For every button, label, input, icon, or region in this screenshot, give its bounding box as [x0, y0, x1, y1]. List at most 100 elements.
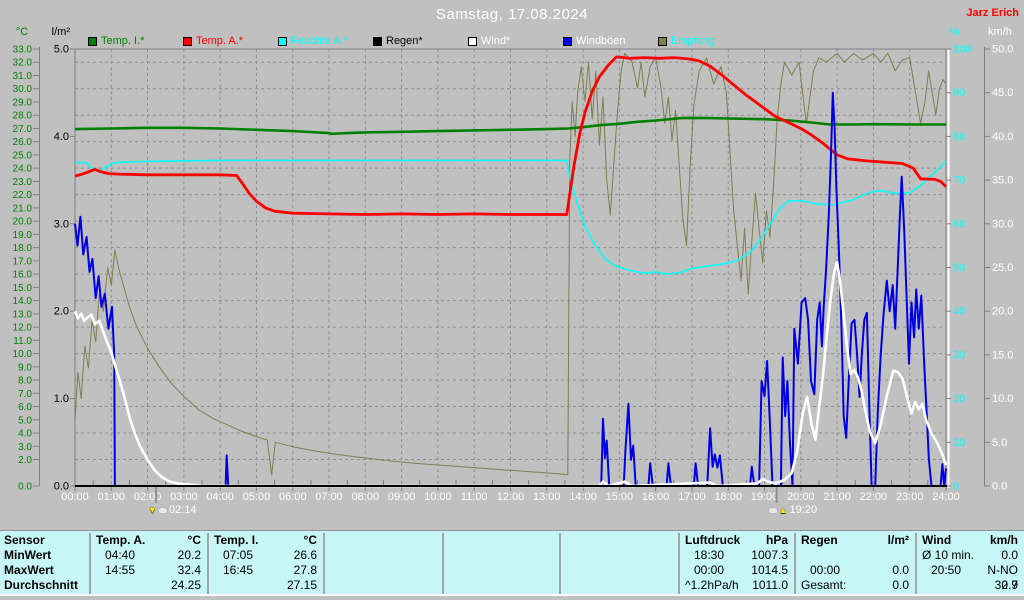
table-row: 2.9	[917, 578, 1024, 593]
axis-title-celsius: °C	[15, 26, 29, 38]
x-axis-label: 10:00	[424, 491, 452, 503]
axis-tick-label: 9.0	[18, 362, 32, 373]
series-temp-aussen	[74, 55, 947, 216]
table-cell	[561, 578, 566, 593]
table-row: Temp. A. °C	[91, 533, 207, 548]
axis-tick-label: 5.0	[54, 44, 69, 56]
table-cell: ^1.2hPa/h	[685, 578, 739, 592]
table-cell: 1007.3	[751, 548, 788, 562]
table-cell: Temp. I.	[214, 533, 259, 547]
legend-item: Wind*	[468, 36, 510, 47]
table-cell: hPa	[765, 533, 788, 547]
axis-tick-label: 23.0	[13, 177, 33, 188]
axis-tick-label: 14.0	[13, 296, 33, 307]
axis-tick-label: 28.0	[13, 111, 33, 122]
table-cell	[209, 578, 214, 593]
legend-item: Empfang	[658, 36, 715, 47]
axis-tick-label: 15.0	[992, 349, 1013, 361]
table-cell	[444, 563, 449, 578]
axis-tick-label: 6.0	[18, 402, 32, 413]
table-column	[559, 533, 678, 594]
legend-item: Feuchte A.*	[278, 36, 348, 47]
x-axis-label: 09:00	[388, 491, 416, 503]
table-row	[561, 533, 678, 548]
axis-tick-label: 60	[953, 218, 965, 230]
series-windboeen	[74, 91, 947, 487]
axis-tick-label: 25.0	[13, 150, 33, 161]
legend-swatch	[88, 37, 97, 46]
legend-swatch	[658, 37, 667, 46]
x-axis-label: 00:00	[61, 491, 89, 503]
table-row: 04:40 20.2	[91, 548, 207, 563]
axis-tick-label: 33.0	[13, 45, 33, 56]
x-axis-label: 06:00	[279, 491, 307, 503]
axis-tick-label: 25.0	[992, 262, 1013, 274]
axis-tick-label: 20	[953, 393, 965, 405]
legend-swatch	[468, 37, 477, 46]
axis-tick-label: 0.0	[18, 482, 32, 493]
table-column: Temp. I. °C 07:05 26.6 16:45 27.8 27.15	[207, 533, 323, 594]
x-axis-label: 15:00	[606, 491, 634, 503]
table-cell: Wind	[922, 533, 952, 547]
table-cell	[325, 578, 330, 593]
table-cell: 0.0	[892, 563, 909, 577]
axis-tick-label: 45.0	[992, 87, 1013, 99]
table-cell: Regen	[801, 533, 838, 547]
table-cell: 2.9	[1001, 578, 1018, 592]
table-cell: 07:05	[223, 548, 254, 562]
table-cell: 16:45	[223, 563, 254, 577]
axis-tick-label: 100	[953, 44, 971, 56]
table-cell	[91, 578, 96, 593]
axis-tick-label: 29.0	[13, 97, 33, 108]
axis-tick-label: 80	[953, 131, 965, 143]
table-row-label: MinWert	[4, 548, 52, 562]
legend-label: Wind*	[481, 35, 511, 47]
table-row	[561, 548, 678, 563]
legend-item: Regen*	[373, 36, 423, 47]
table-row: 14:55 32.4	[91, 563, 207, 578]
legend-label: Feuchte A.*	[291, 35, 348, 47]
table-cell: km/h	[989, 533, 1018, 547]
axis-tick-label: 20.0	[992, 306, 1013, 318]
axis-tick-label: 50	[953, 262, 965, 274]
table-cell	[561, 548, 566, 563]
table-cell	[444, 533, 449, 548]
axis-tick-label: 30.0	[992, 218, 1013, 230]
axis-tick-label: 31.0	[13, 71, 33, 82]
axis-tick-label: 22.0	[13, 190, 33, 201]
table-row-label: MaxWert	[4, 563, 54, 577]
x-axis-label: 04:00	[206, 491, 234, 503]
axis-tick-label: 40	[953, 306, 965, 318]
table-row	[444, 533, 559, 548]
x-axis-label: 07:00	[315, 491, 343, 503]
axis-tick-label: 13.0	[13, 309, 33, 320]
table-cell: 0.0	[892, 578, 909, 592]
table-cell: 32.4	[177, 563, 201, 577]
table-cell: 14:55	[105, 563, 136, 577]
table-column	[323, 533, 442, 594]
axis-tick-label: 12.0	[13, 323, 33, 334]
axis-tick-label: 50.0	[992, 44, 1013, 56]
table-row: 16:45 27.8	[209, 563, 323, 578]
axis-tick-label: 11.0	[13, 336, 32, 347]
table-row: 18:30 1007.3	[680, 548, 794, 563]
axis-tick-label: 32.0	[13, 58, 33, 69]
table-row-label: Durchschnitt	[4, 578, 79, 592]
axis-tick-label: 70	[953, 175, 965, 187]
axis-tick-label: 0.0	[54, 481, 69, 493]
axis-tick-label: 7.0	[18, 389, 32, 400]
table-cell	[561, 563, 566, 578]
x-axis-label: 19:00	[751, 491, 779, 503]
x-axis-label: 13:00	[533, 491, 561, 503]
chart-canvas: 33.0 32.0 31.0 30.0 29.0 28.0 27.0 26.0 25.0 24.0…	[13, 44, 1013, 503]
table-row: 00:00 1014.5	[680, 563, 794, 578]
table-cell: 00:00	[694, 563, 725, 577]
axis-tick-label: 20.0	[13, 217, 33, 228]
table-row: 24.25	[91, 578, 207, 593]
legend-label: Temp. A.*	[196, 35, 244, 47]
table-column: Temp. A. °C 04:40 20.2 14:55 32.4 24.25	[89, 533, 207, 594]
axis-tick-label: 10.0	[992, 393, 1013, 405]
table-row: 20:50 N-NO 30.7	[917, 563, 1024, 592]
axis-tick-label: 0	[953, 481, 959, 493]
table-cell: Temp. A.	[96, 533, 146, 547]
